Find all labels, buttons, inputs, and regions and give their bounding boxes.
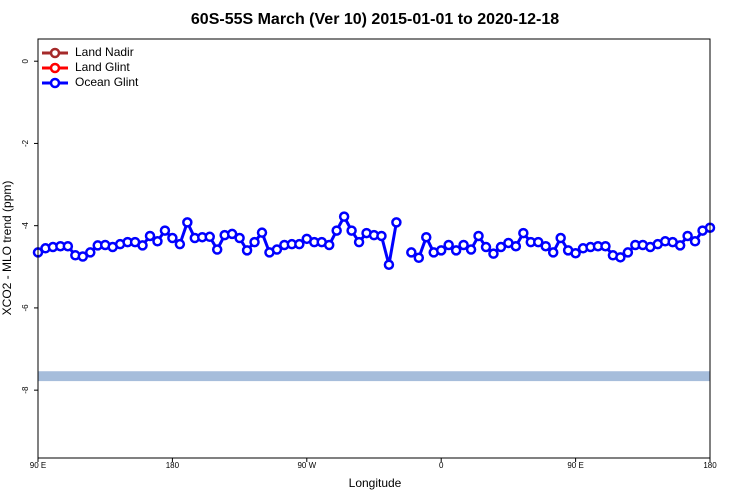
data-point bbox=[495, 241, 507, 253]
data-point bbox=[473, 230, 484, 242]
x-tick-label: 90 E bbox=[567, 461, 583, 470]
data-point bbox=[458, 239, 469, 251]
data-point bbox=[480, 241, 492, 253]
data-point bbox=[152, 236, 163, 247]
data-point bbox=[241, 245, 253, 256]
data-point bbox=[85, 247, 96, 258]
legend-label: Ocean Glint bbox=[75, 75, 139, 89]
band bbox=[38, 371, 710, 382]
data-point bbox=[391, 217, 402, 228]
data-point bbox=[159, 225, 171, 236]
y-tick-label: -8 bbox=[21, 386, 30, 394]
data-point bbox=[256, 227, 268, 238]
data-point bbox=[167, 232, 178, 244]
legend-marker bbox=[49, 77, 61, 89]
data-point bbox=[226, 228, 238, 240]
data-point bbox=[488, 248, 499, 259]
data-point bbox=[435, 245, 447, 256]
data-point bbox=[406, 247, 417, 258]
data-point bbox=[137, 240, 148, 251]
plot-frame bbox=[37, 38, 711, 459]
data-point bbox=[376, 230, 387, 242]
data-point bbox=[689, 236, 701, 247]
y-tick-label: 0 bbox=[21, 58, 30, 63]
data-point bbox=[540, 240, 551, 252]
data-point bbox=[271, 244, 283, 255]
data-point bbox=[421, 231, 432, 243]
data-point bbox=[570, 247, 581, 259]
data-point bbox=[413, 252, 425, 264]
data-point bbox=[182, 217, 193, 228]
data-point bbox=[518, 227, 529, 239]
legend-label: Land Glint bbox=[75, 60, 130, 74]
data-point bbox=[211, 244, 223, 255]
data-point bbox=[622, 247, 634, 258]
x-tick-label: 0 bbox=[439, 461, 444, 470]
data-point bbox=[443, 239, 454, 251]
legend-label: Land Nadir bbox=[75, 45, 134, 59]
data-point bbox=[204, 231, 215, 243]
data-point bbox=[174, 238, 186, 250]
data-point bbox=[346, 225, 357, 236]
data-point bbox=[615, 252, 626, 263]
x-axis-label: Longitude bbox=[349, 476, 402, 490]
data-point bbox=[555, 232, 566, 244]
data-point bbox=[338, 211, 350, 222]
data-point bbox=[144, 230, 156, 242]
y-tick-label: -2 bbox=[21, 139, 30, 147]
chart-title: 60S-55S March (Ver 10) 2015-01-01 to 202… bbox=[191, 11, 559, 28]
data-point bbox=[323, 239, 335, 251]
x-tick-label: 180 bbox=[166, 461, 180, 470]
data-point bbox=[510, 240, 522, 252]
data-point bbox=[294, 238, 305, 250]
data-point bbox=[682, 230, 693, 242]
legend-marker bbox=[49, 47, 61, 59]
data-point bbox=[547, 247, 559, 258]
x-tick-label: 180 bbox=[703, 461, 717, 470]
data-point bbox=[234, 232, 245, 244]
x-tick-label: 90 E bbox=[30, 461, 46, 470]
data-point bbox=[249, 236, 260, 248]
y-tick-label: -6 bbox=[21, 304, 30, 312]
data-point bbox=[674, 240, 686, 251]
data-point bbox=[600, 240, 611, 252]
data-point bbox=[77, 251, 89, 262]
x-tick-label: 90 W bbox=[297, 461, 316, 470]
data-point bbox=[62, 240, 74, 252]
y-axis-label: XCO2 - MLO trend (ppm) bbox=[0, 181, 14, 316]
data-point bbox=[450, 245, 462, 256]
data-point bbox=[533, 236, 544, 248]
data-point bbox=[383, 259, 395, 270]
legend-marker bbox=[49, 62, 61, 74]
data-point bbox=[465, 244, 477, 255]
data-point bbox=[353, 236, 365, 248]
y-tick-label: -4 bbox=[21, 222, 30, 230]
data-point bbox=[331, 225, 342, 236]
